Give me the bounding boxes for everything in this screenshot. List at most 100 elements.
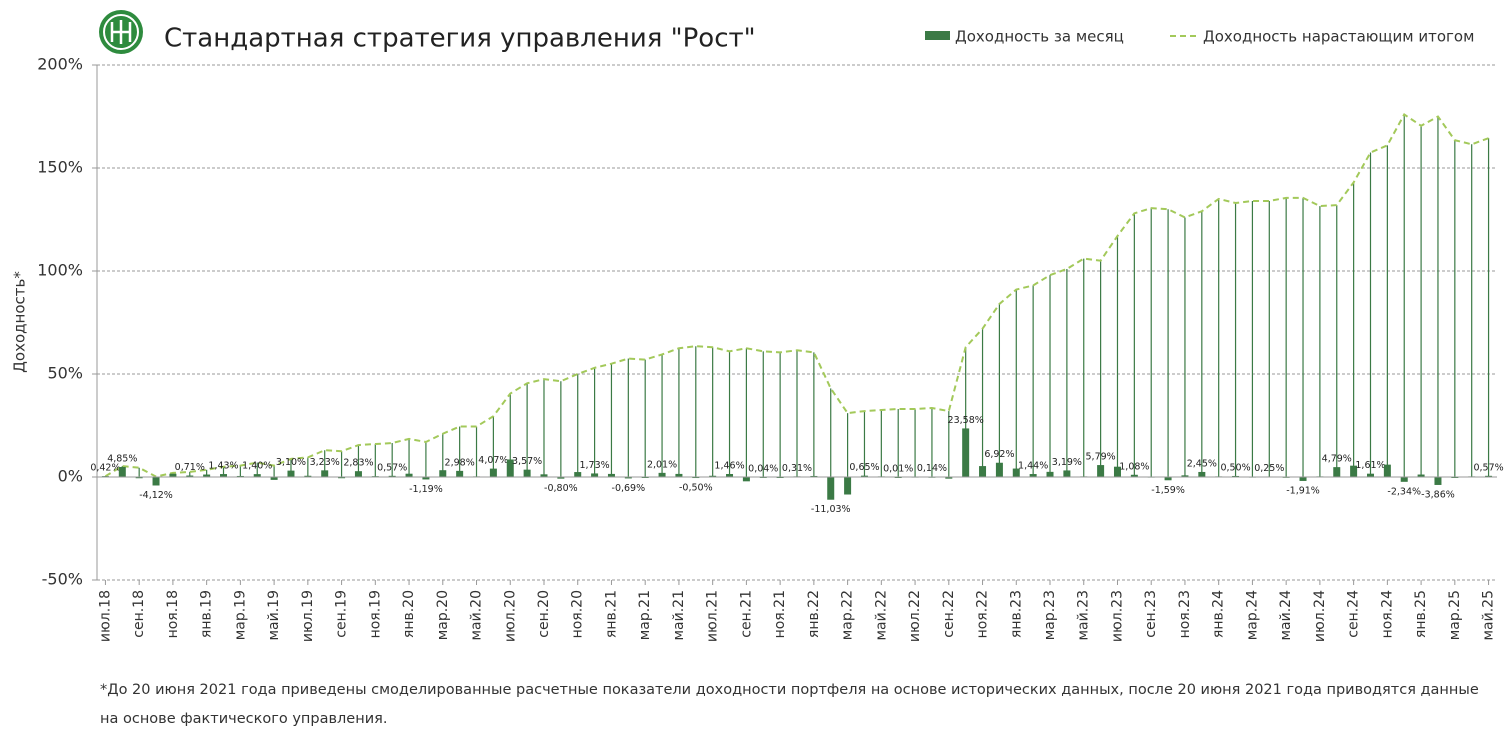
data-label: 6,92%: [984, 449, 1014, 460]
data-label: 2,98%: [445, 457, 475, 468]
bar: [152, 477, 160, 486]
x-tick-label: ноя.22: [975, 590, 991, 638]
data-label: -11,03%: [811, 504, 851, 515]
x-tick-label: сен.20: [536, 590, 552, 638]
bar: [844, 477, 852, 495]
bar: [726, 473, 734, 477]
x-tick-label: июл.19: [300, 590, 316, 642]
data-label: 4,85%: [107, 454, 137, 465]
x-tick-label: мар.23: [1042, 590, 1058, 640]
x-tick-label: май.19: [266, 590, 282, 641]
bar: [186, 475, 194, 477]
bar: [709, 475, 717, 477]
bar: [742, 477, 750, 482]
data-label: -0,50%: [679, 483, 713, 494]
x-tick-label: май.24: [1278, 590, 1294, 641]
bar: [1299, 477, 1307, 481]
bar: [979, 466, 987, 477]
legend-swatch: [925, 31, 950, 40]
bar: [810, 475, 818, 477]
bar: [1232, 475, 1240, 477]
x-tick-label: май.25: [1481, 590, 1497, 641]
bar: [135, 477, 143, 479]
data-label: 1,61%: [1355, 460, 1385, 471]
y-tick-label: 0%: [58, 467, 83, 486]
x-tick-label: мар.25: [1447, 590, 1463, 640]
bar: [1333, 467, 1341, 477]
x-tick-label: мар.24: [1244, 590, 1260, 640]
bar: [456, 470, 464, 477]
x-tick-label: ноя.18: [165, 590, 181, 638]
x-tick-label: мар.21: [637, 590, 653, 640]
x-tick-label: июл.18: [97, 590, 113, 642]
data-label: 3,10%: [276, 457, 306, 468]
bar: [220, 474, 228, 477]
data-label: 3,23%: [310, 457, 340, 468]
data-label: -2,34%: [1387, 486, 1421, 497]
data-label: 0,42%: [90, 463, 120, 474]
bar: [1113, 466, 1121, 477]
x-tick-label: янв.20: [401, 590, 417, 638]
chart-title: Стандартная стратегия управления "Рост": [164, 24, 756, 54]
bar: [270, 477, 278, 480]
data-label: 2,01%: [647, 459, 677, 470]
data-label: 2,83%: [343, 458, 373, 469]
bar: [1097, 465, 1105, 477]
bar: [236, 475, 244, 477]
x-tick-label: мар.22: [840, 590, 856, 640]
x-tick-label: янв.21: [603, 590, 619, 638]
bar: [574, 472, 582, 477]
bar: [827, 477, 835, 500]
x-tick-label: сен.22: [941, 590, 957, 638]
data-label: 3,19%: [1052, 457, 1082, 468]
bar: [338, 477, 346, 479]
y-tick-label: 150%: [37, 158, 83, 177]
bar: [692, 477, 700, 479]
x-tick-label: сен.21: [738, 590, 754, 638]
data-label: 0,50%: [1220, 462, 1250, 473]
x-tick-label: май.21: [671, 590, 687, 641]
bar: [1198, 471, 1206, 477]
data-label: 0,31%: [782, 463, 812, 474]
bar: [658, 472, 666, 477]
bar: [388, 475, 396, 477]
x-tick-label: сен.19: [334, 590, 350, 638]
bar: [557, 477, 565, 479]
bar: [1164, 477, 1172, 481]
bar: [304, 475, 312, 477]
bar: [1485, 475, 1493, 477]
x-tick-label: янв.22: [806, 590, 822, 638]
data-label: -0,80%: [544, 483, 578, 494]
data-label: -1,19%: [409, 484, 443, 495]
x-tick-label: сен.23: [1143, 590, 1159, 638]
x-tick-label: ноя.20: [570, 590, 586, 638]
x-tick-label: май.22: [873, 590, 889, 641]
bar: [287, 470, 295, 477]
y-tick-label: 200%: [37, 55, 83, 74]
x-tick-label: ноя.19: [367, 590, 383, 638]
bar: [1350, 465, 1358, 477]
x-tick-label: сен.18: [131, 590, 147, 638]
x-tick-label: май.23: [1076, 590, 1092, 641]
footnote: *До 20 июня 2021 года приведены смоделир…: [100, 682, 1479, 727]
bar: [1063, 470, 1071, 477]
data-label: 0,04%: [748, 463, 778, 474]
x-tick-label: янв.19: [199, 590, 215, 638]
data-label: 4,07%: [478, 455, 508, 466]
data-label: 2,45%: [1187, 458, 1217, 469]
bar: [523, 469, 531, 477]
data-label: -1,59%: [1151, 485, 1185, 496]
data-label: 0,65%: [849, 462, 879, 473]
data-label: 4,79%: [1322, 454, 1352, 465]
x-tick-label: мар.20: [435, 590, 451, 640]
data-label: 1,46%: [714, 460, 744, 471]
cumulative-line: [104, 112, 1489, 478]
bar: [995, 462, 1003, 477]
bar: [1417, 474, 1425, 477]
bar: [540, 474, 548, 477]
logo: [99, 10, 143, 54]
bar: [321, 470, 329, 477]
x-tick-label: июл.24: [1312, 590, 1328, 642]
x-tick-label: ноя.23: [1177, 590, 1193, 638]
data-label: 1,08%: [1119, 461, 1149, 472]
